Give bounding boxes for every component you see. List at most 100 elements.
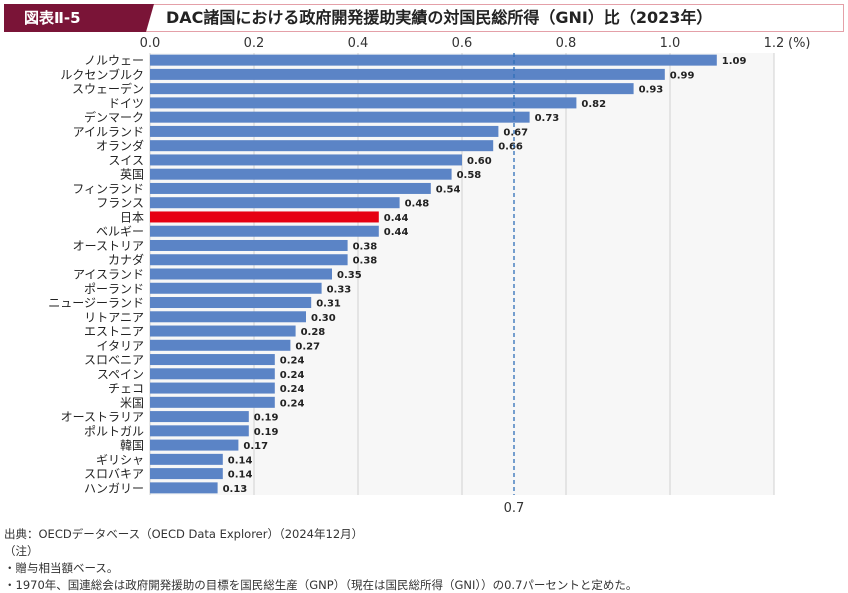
data-label: 0.28	[301, 327, 326, 338]
x-tick-label: 0.4	[348, 36, 369, 51]
bar-英国	[150, 168, 452, 180]
note-label: （注）	[4, 544, 39, 558]
data-label: 0.17	[243, 441, 268, 452]
bar-スロベニア	[150, 354, 275, 366]
category-label: ルクセンブルク	[60, 67, 144, 82]
category-label: アイルランド	[73, 125, 144, 139]
data-label: 0.60	[467, 156, 492, 167]
category-label: スペイン	[97, 367, 144, 381]
bar-ドイツ	[150, 97, 577, 109]
bar-デンマーク	[150, 111, 530, 123]
category-label: スウェーデン	[72, 81, 144, 96]
category-label: リトアニア	[84, 310, 144, 324]
x-tick-label: 1.2	[764, 36, 785, 51]
bar-スウェーデン	[150, 83, 634, 95]
data-label: 0.82	[581, 99, 606, 110]
category-label: アイスランド	[73, 268, 144, 282]
data-label: 0.24	[280, 370, 305, 381]
data-label: 0.13	[223, 484, 248, 495]
category-label: ニュージーランド	[48, 296, 144, 310]
category-label: オーストラリア	[61, 410, 144, 424]
category-label: ドイツ	[108, 96, 144, 110]
data-label: 0.73	[535, 113, 560, 124]
bar-リトアニア	[150, 311, 306, 323]
category-label: ポーランド	[84, 282, 144, 296]
category-label: ベルギー	[96, 225, 144, 239]
bar-スロバキア	[150, 468, 223, 480]
category-label: ノルウェー	[84, 54, 144, 68]
x-tick-label: 1.0	[660, 36, 681, 51]
data-label: 0.44	[384, 213, 409, 224]
bar-ポルトガル	[150, 425, 249, 437]
data-label: 0.14	[228, 470, 253, 481]
bar-ハンガリー	[150, 482, 218, 494]
category-label: カナダ	[108, 252, 144, 267]
x-tick-label: 0.0	[140, 36, 161, 51]
data-label: 0.33	[327, 284, 352, 295]
data-label: 0.38	[353, 241, 378, 252]
bar-ギリシャ	[150, 453, 223, 465]
category-label: 米国	[120, 396, 144, 410]
data-label: 0.93	[639, 85, 664, 96]
data-label: 0.19	[254, 427, 279, 438]
category-label: デンマーク	[84, 110, 144, 125]
bar-ポーランド	[150, 282, 322, 294]
note-2: ・1970年、国連総会は政府開発援助の目標を国民総生産（GNP）（現在は国民総所…	[4, 578, 638, 592]
data-label: 0.99	[670, 70, 695, 81]
bar-フィンランド	[150, 182, 431, 194]
chart-title: DAC諸国における政府開発援助実績の対国民総所得（GNI）比（2023年）	[166, 8, 713, 27]
data-label: 0.67	[503, 127, 528, 138]
category-label: チェコ	[108, 382, 144, 396]
bar-日本	[150, 211, 379, 223]
category-label: 英国	[120, 168, 144, 182]
x-unit-label: (%)	[788, 36, 811, 51]
data-label: 0.31	[316, 299, 341, 310]
figure-label: 図表Ⅱ-5	[4, 4, 154, 32]
data-label: 0.19	[254, 413, 279, 424]
category-label: オランダ	[96, 138, 144, 153]
data-label: 0.30	[311, 313, 336, 324]
bar-ニュージーランド	[150, 297, 312, 309]
data-label: 1.09	[722, 56, 747, 67]
data-label: 0.35	[337, 270, 362, 281]
data-label: 0.48	[405, 199, 430, 210]
category-label: スイス	[108, 153, 144, 167]
data-label: 0.54	[436, 184, 461, 195]
category-label: ポルトガル	[84, 424, 144, 438]
bar-オーストリア	[150, 239, 348, 251]
bar-カナダ	[150, 254, 348, 266]
x-tick-label: 0.6	[452, 36, 473, 51]
note-1: ・贈与相当額ベース。	[4, 561, 119, 575]
data-label: 0.24	[280, 398, 305, 409]
data-label: 0.44	[384, 227, 409, 238]
bar-イタリア	[150, 339, 291, 351]
bar-アイスランド	[150, 268, 332, 280]
reference-line-label: 0.7	[504, 501, 525, 516]
x-tick-label: 0.8	[556, 36, 577, 51]
bar-ルクセンブルク	[150, 68, 665, 80]
bar-アイルランド	[150, 125, 499, 137]
data-label: 0.58	[457, 170, 482, 181]
category-label: 韓国	[120, 439, 144, 453]
bar-フランス	[150, 197, 400, 209]
category-label: フランス	[96, 196, 144, 210]
data-label: 0.66	[498, 142, 523, 153]
bar-ベルギー	[150, 225, 379, 237]
category-label: 日本	[120, 210, 144, 224]
category-label: オーストリア	[73, 239, 144, 253]
bar-chart: 0.0 0.2 0.4 0.6 0.8 1.0 1.2 (%) ノルウェー 1.09 ルクセンブルク…	[48, 36, 811, 516]
category-label: スロバキア	[84, 467, 144, 481]
bar-米国	[150, 396, 275, 408]
data-label: 0.38	[353, 256, 378, 267]
bar-ノルウェー	[150, 54, 717, 66]
bar-スイス	[150, 154, 462, 166]
category-label: フィンランド	[72, 182, 144, 196]
category-label: ギリシャ	[96, 453, 144, 467]
x-tick-label: 0.2	[244, 36, 265, 51]
bar-オーストラリア	[150, 411, 249, 423]
data-label: 0.24	[280, 356, 305, 367]
bar-オランダ	[150, 140, 494, 152]
category-label: エストニア	[84, 325, 144, 339]
category-label: ハンガリー	[84, 481, 144, 495]
bar-チェコ	[150, 382, 275, 394]
